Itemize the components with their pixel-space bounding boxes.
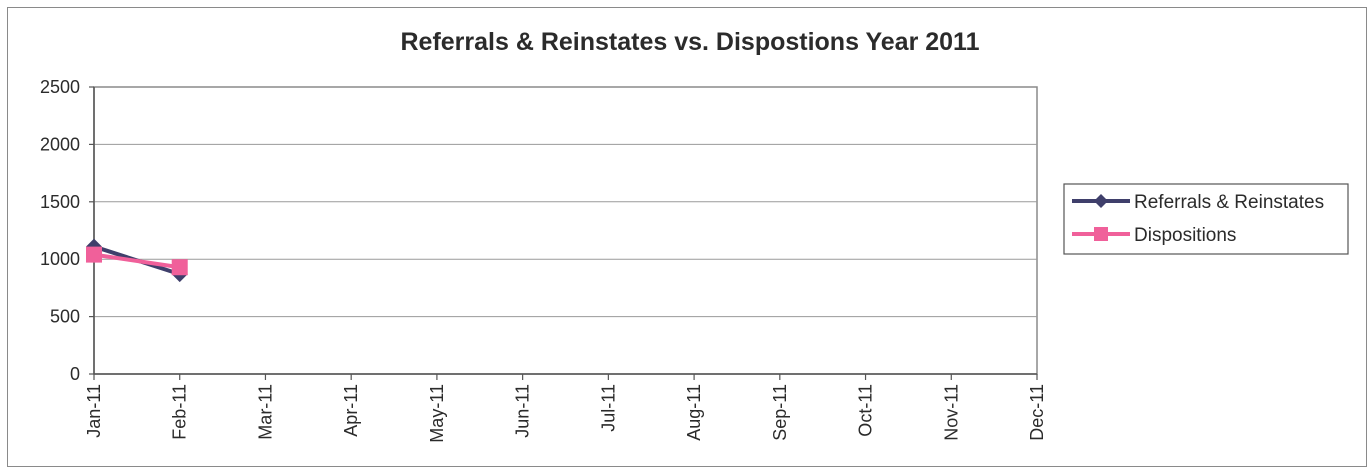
legend-marker-square xyxy=(1094,227,1108,241)
y-tick-label: 0 xyxy=(70,364,80,384)
y-tick-label: 500 xyxy=(50,307,80,327)
y-tick-label: 2500 xyxy=(40,77,80,97)
axes xyxy=(93,87,1037,375)
x-tick-labels: Jan-11 Feb-11 Mar-11 Apr-11 May-11 Jun-11 Jul-… xyxy=(84,374,1047,443)
x-tick-label: Jul-11 xyxy=(598,384,618,432)
series-line-1 xyxy=(93,252,181,270)
x-tick-label: Apr-11 xyxy=(341,384,361,437)
x-tick-label: May-11 xyxy=(427,384,447,443)
legend-marker-diamond xyxy=(1094,194,1108,208)
y-tick-label: 2000 xyxy=(40,134,80,154)
legend-label: Dispositions xyxy=(1134,225,1236,246)
plot-area xyxy=(93,86,1038,375)
legend: Referrals & Reinstates Dispositions xyxy=(1063,183,1349,255)
x-tick-label: Jan-11 xyxy=(84,384,104,438)
y-tick-label: 1000 xyxy=(40,249,80,269)
legend-label: Referrals & Reinstates xyxy=(1134,192,1324,213)
y-tick-labels: 0 500 1000 1500 2000 2500 xyxy=(40,77,94,384)
x-tick-label: Oct-11 xyxy=(856,384,876,437)
x-tick-label: Aug-11 xyxy=(684,384,704,441)
series-lines xyxy=(86,238,188,283)
data-point-square xyxy=(86,246,102,263)
x-tick-label: Mar-11 xyxy=(255,384,275,440)
legend-box xyxy=(1063,183,1349,255)
x-tick-label: Sep-11 xyxy=(770,384,790,441)
x-tick-label: Feb-11 xyxy=(170,384,190,440)
x-tick-label: Nov-11 xyxy=(941,384,961,441)
x-tick-label: Jun-11 xyxy=(513,384,533,438)
chart-title: Referrals & Reinstates vs. Dispostions Y… xyxy=(400,28,979,56)
y-tick-label: 1500 xyxy=(40,192,80,212)
x-tick-label: Dec-11 xyxy=(1027,384,1047,441)
data-point-square xyxy=(171,259,188,276)
grid-lines xyxy=(94,143,1037,318)
